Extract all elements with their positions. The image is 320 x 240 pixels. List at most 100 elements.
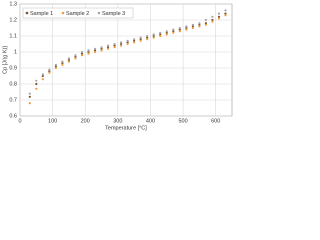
data-point	[133, 39, 136, 42]
data-point	[120, 44, 123, 47]
data-point	[113, 46, 116, 49]
y-tick-label: 0.7	[9, 97, 17, 103]
data-point	[224, 12, 227, 15]
data-point	[211, 15, 214, 18]
data-point	[159, 31, 162, 34]
chart: Temperature [°C] Cp [J/(g K)] 0.6 0.7 0.8 0…	[2, 1, 233, 131]
data-point	[152, 34, 155, 38]
data-point	[198, 25, 201, 28]
data-point	[67, 57, 71, 60]
data-point	[172, 28, 175, 31]
data-point	[41, 73, 44, 76]
data-point	[93, 49, 97, 52]
data-point	[139, 38, 142, 41]
data-point	[178, 28, 181, 31]
data-point	[133, 38, 136, 41]
data-point	[113, 42, 116, 46]
data-point	[185, 26, 188, 30]
data-point	[204, 22, 208, 25]
data-point	[80, 50, 84, 54]
data-point	[93, 47, 97, 50]
y-tick-label: 1.3	[9, 1, 17, 7]
data-point	[178, 26, 181, 30]
data-point	[198, 23, 201, 26]
data-point	[165, 31, 168, 34]
data-point	[61, 63, 64, 66]
data-point	[224, 9, 227, 12]
y-axis-label: Cp [J/(g K)]	[2, 46, 8, 74]
data-point	[35, 82, 38, 86]
data-point	[217, 12, 221, 15]
legend-box	[22, 7, 134, 19]
data-point	[159, 34, 162, 38]
data-point	[67, 58, 71, 62]
data-point	[126, 39, 129, 42]
data-point	[165, 33, 168, 36]
data-point	[54, 66, 57, 70]
data-point	[172, 30, 175, 33]
data-point	[41, 74, 44, 78]
x-tick-label: 200	[81, 118, 90, 124]
data-point	[120, 41, 123, 44]
legend-label: Sample 1	[30, 11, 53, 17]
data-point	[28, 102, 31, 105]
data-point	[152, 33, 155, 36]
data-point	[28, 92, 31, 95]
data-point	[146, 38, 149, 41]
data-point	[217, 17, 221, 20]
data-point	[165, 30, 168, 33]
data-point	[178, 30, 181, 33]
y-tick-label: 1.2	[9, 17, 17, 23]
x-tick-label: 600	[211, 118, 220, 124]
legend-label: Sample 2	[66, 11, 89, 17]
x-tick-label: 400	[146, 118, 155, 124]
data-point	[146, 36, 149, 39]
data-point	[80, 52, 84, 55]
data-point	[74, 57, 77, 60]
data-point	[139, 39, 142, 42]
data-point	[191, 23, 194, 26]
data-point	[185, 28, 188, 31]
data-point	[217, 15, 221, 18]
x-tick-label: 300	[113, 118, 122, 124]
data-point	[106, 46, 110, 49]
data-point	[100, 47, 103, 50]
data-point	[41, 78, 44, 81]
data-point	[61, 60, 64, 63]
x-tick-label: 0	[18, 118, 21, 124]
data-point	[211, 20, 214, 23]
x-tick-label: 500	[178, 118, 187, 124]
data-point	[100, 49, 103, 52]
data-point	[159, 33, 162, 36]
data-point	[93, 50, 97, 54]
data-point	[133, 41, 136, 44]
data-point	[61, 62, 64, 65]
data-point	[146, 34, 149, 38]
data-point	[152, 36, 155, 39]
data-point	[106, 44, 110, 47]
data-point	[35, 87, 38, 90]
y-tick-label: 1.1	[9, 33, 17, 39]
y-tick-label: 0.6	[9, 113, 17, 119]
data-point	[185, 25, 188, 28]
data-point	[28, 95, 31, 98]
data-point	[48, 71, 51, 74]
x-axis-label: Temperature [°C]	[105, 125, 147, 131]
data-point	[120, 42, 123, 46]
data-point	[74, 55, 77, 58]
data-point	[224, 14, 227, 17]
data-point	[87, 50, 90, 54]
legend-label: Sample 3	[102, 11, 125, 17]
data-point	[48, 70, 51, 73]
data-point	[126, 42, 129, 46]
legend-marker	[97, 11, 101, 15]
data-point	[35, 79, 38, 82]
data-point	[204, 23, 208, 26]
data-point	[48, 68, 51, 71]
data-point	[106, 47, 110, 50]
data-point	[87, 49, 90, 52]
data-point	[80, 54, 84, 57]
y-tick-label: 0.9	[9, 65, 17, 71]
page: {"chart_data":{"type":"scatter","x_label…	[2, 1, 233, 132]
data-point	[100, 46, 103, 49]
